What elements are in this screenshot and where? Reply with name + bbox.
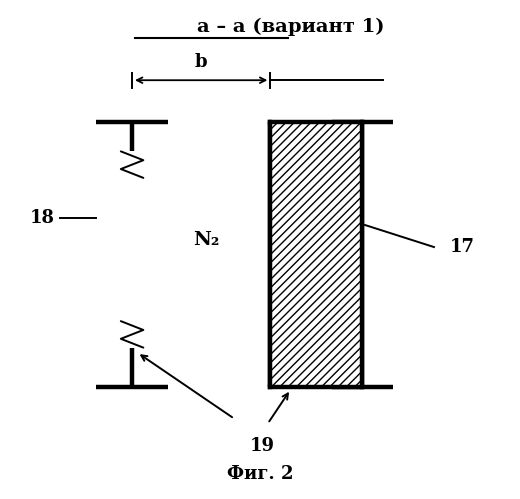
Text: N₂: N₂ (193, 231, 219, 249)
Text: 19: 19 (250, 437, 275, 455)
Bar (270, 122, 362, 387)
Text: a – a (вариант 1): a – a (вариант 1) (197, 18, 384, 36)
Text: 18: 18 (30, 209, 55, 227)
Text: Фиг. 2: Фиг. 2 (227, 465, 293, 483)
Text: 17: 17 (450, 238, 475, 256)
Text: b: b (195, 53, 207, 71)
